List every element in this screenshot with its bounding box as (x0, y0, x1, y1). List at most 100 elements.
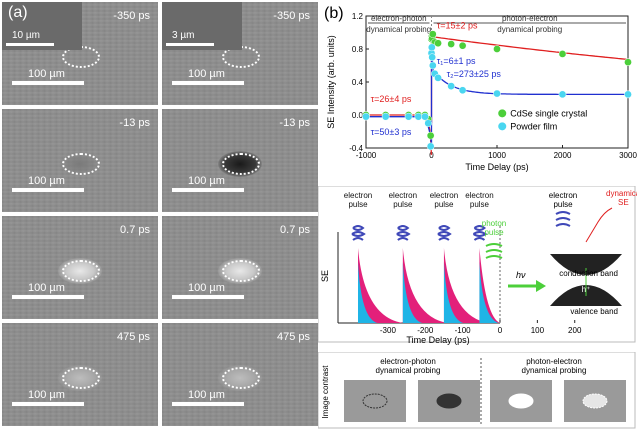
right-title: photon-electron (526, 357, 582, 366)
x-tick-label: 1000 (488, 151, 506, 160)
scale-bar (172, 295, 244, 299)
scale-bar (172, 81, 244, 85)
tau-blue-negative: τ=50±3 ps (371, 127, 412, 137)
inset-scale-bar (6, 43, 54, 46)
left-subtitle: dynamical probing (376, 366, 441, 375)
hv-arrowhead (536, 280, 546, 292)
schem-x-label: Time Delay (ps) (406, 335, 469, 345)
valence-band-label: valence band (570, 307, 618, 316)
scale-bar-label: 100 µm (188, 175, 225, 187)
inset-scale-bar (166, 43, 214, 46)
scale-bar-label: 100 µm (188, 68, 225, 80)
x-tick-label: 0 (429, 151, 434, 160)
region-ellipse (62, 367, 100, 389)
x-tick-label: -1000 (356, 151, 377, 160)
y-tick-label: 0.4 (352, 78, 364, 87)
pulse-label: pulse (434, 200, 454, 209)
electron-pulse-icon-top (555, 211, 571, 227)
time-delay-label: -13 ps (119, 117, 150, 129)
y-tick-label: 0.0 (352, 111, 364, 120)
photon-label: photon (482, 219, 506, 228)
data-point (421, 112, 429, 121)
data-point (381, 112, 390, 121)
y-axis-label: SE Intensity (arb. units) (326, 35, 336, 129)
data-point (424, 119, 433, 128)
data-point (493, 45, 501, 53)
electron-pulse-icon (472, 225, 488, 241)
time-delay-label: 0.7 ps (120, 224, 150, 236)
inset-scale-label: 10 µm (12, 30, 40, 41)
time-delay-label: -13 ps (279, 117, 310, 129)
pulse-label: pulse (470, 200, 490, 209)
panel-b-chart: (b) electron-photon dynamical probing phot… (324, 5, 637, 172)
electron-pulse-label-1: electron (549, 191, 577, 200)
schem-tick-label: 0 (498, 326, 503, 335)
contrast-ellipse (362, 393, 388, 409)
region-ellipse (62, 260, 100, 282)
x-tick-label: 2000 (554, 151, 572, 160)
tau2-label: τ₂=273±25 ps (447, 69, 502, 79)
electron-pulse-icon (396, 225, 411, 241)
time-delay-label: 475 ps (276, 331, 310, 343)
scale-bar (12, 81, 84, 85)
time-delay-label: -350 ps (273, 10, 310, 22)
schem-y-label: SE (320, 270, 330, 282)
data-point (427, 43, 436, 52)
data-point (426, 131, 435, 140)
scale-bar-label: 100 µm (28, 68, 65, 80)
pulse-label: pulse (348, 200, 368, 209)
scale-bar (12, 402, 84, 406)
schem-tick-label: 100 (531, 326, 545, 335)
region-left-subtitle: dynamical probing (366, 25, 431, 34)
image-contrast-label: Image contrast (321, 365, 330, 419)
photon-pulse-label: pulse (484, 228, 504, 237)
hole-label: h⁺ (582, 285, 591, 294)
scale-bar (172, 188, 244, 192)
scale-bar-label: 100 µm (28, 175, 65, 187)
right-subtitle: dynamical probing (522, 366, 587, 375)
electron-label: electron (344, 191, 372, 200)
decay-magenta (443, 248, 489, 323)
inset-scale-label: 3 µm (172, 30, 195, 41)
sem-tile: -350 ps 100 µm 10 µm (2, 2, 158, 105)
x-tick-label: 3000 (619, 151, 637, 160)
electron-label: electron (430, 191, 458, 200)
time-delay-label: 475 ps (116, 331, 150, 343)
legend-label: Powder film (510, 121, 557, 131)
photon-pulse-icon (485, 243, 503, 259)
sem-tile: 0.7 ps 100 µm (162, 216, 318, 319)
decay-magenta (402, 248, 448, 323)
conduction-band-shape (550, 254, 622, 275)
contrast-ellipse (582, 393, 608, 409)
data-point (624, 58, 632, 67)
data-point (362, 112, 370, 121)
dynamical-label: dynamical (606, 189, 637, 198)
inset-image: 3 µm (162, 2, 242, 50)
data-point (414, 112, 423, 121)
decay-cyan (358, 262, 378, 323)
scale-bar-label: 100 µm (28, 282, 65, 294)
sem-tile: 0.7 ps 100 µm (2, 216, 158, 319)
scale-bar-label: 100 µm (28, 389, 65, 401)
data-point (426, 142, 435, 151)
data-point (558, 90, 567, 99)
electron-pulse-label-2: pulse (553, 200, 573, 209)
scale-bar (12, 295, 84, 299)
tau-red-positive: τ=15±2 ps (437, 20, 478, 30)
legend-label: CdSe single crystal (510, 108, 587, 118)
decay-magenta (358, 248, 403, 323)
time-delay-label: -350 ps (113, 10, 150, 22)
data-point (428, 30, 437, 39)
data-point (447, 40, 455, 48)
data-point (428, 61, 437, 70)
scale-bar (12, 188, 84, 192)
dynamical-se-squiggle (585, 207, 613, 243)
data-point (447, 82, 455, 90)
scale-bar (172, 402, 244, 406)
contrast-image (344, 380, 406, 422)
data-point (458, 86, 467, 95)
panel-c-schematic: SE Time Delay (ps) -300 -200 -100 0 100 200 elec… (318, 186, 637, 345)
pulse-label: pulse (393, 200, 413, 209)
tau1-label: τ₁=6±1 ps (437, 56, 476, 66)
